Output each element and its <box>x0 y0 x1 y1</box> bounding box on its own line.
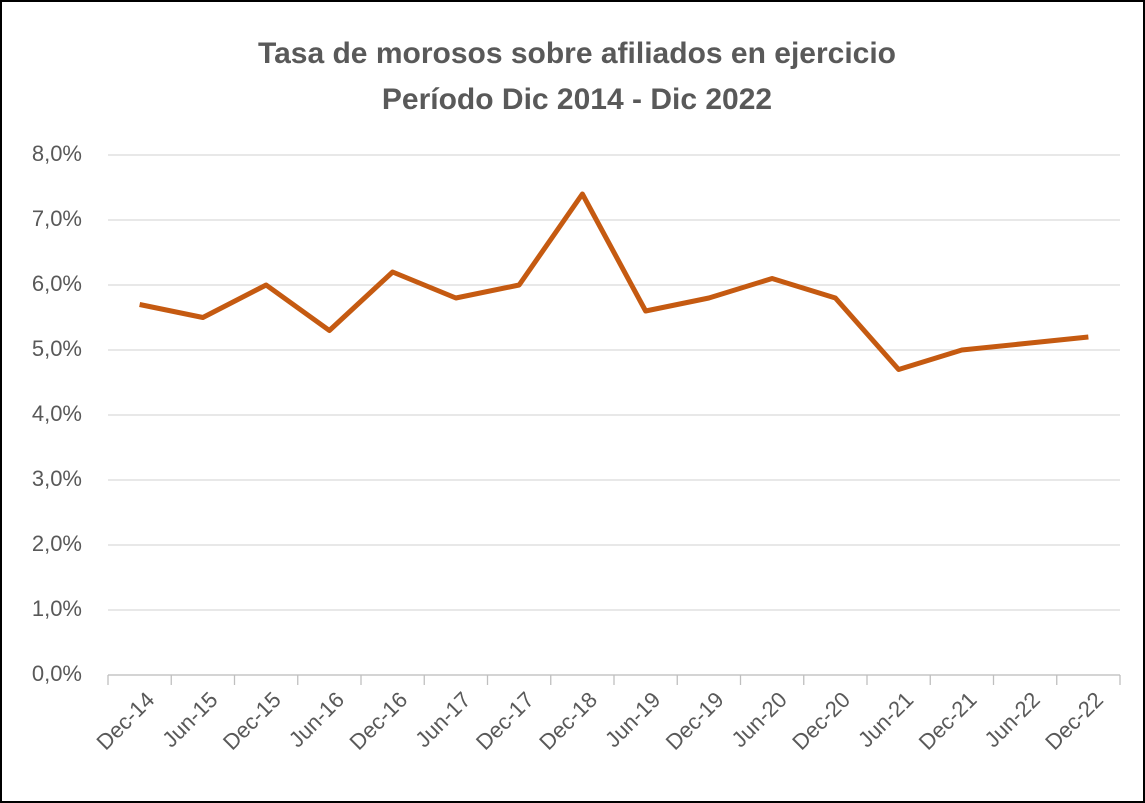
line <box>139 191 1089 372</box>
chart-subtitle: Período Dic 2014 - Dic 2022 <box>382 83 772 116</box>
y-tick-label: 1,0% <box>32 596 82 621</box>
y-tick-label: 2,0% <box>32 531 82 556</box>
y-tick-label: 8,0% <box>32 141 82 166</box>
chart-title: Tasa de morosos sobre afiliados en ejerc… <box>258 37 896 70</box>
y-tick-label: 6,0% <box>32 271 82 296</box>
y-tick-label: 0,0% <box>32 661 82 686</box>
y-tick-label: 5,0% <box>32 336 82 361</box>
y-tick-label: 3,0% <box>32 466 82 491</box>
y-tick-label: 4,0% <box>32 401 82 426</box>
y-tick-label: 7,0% <box>32 206 82 231</box>
